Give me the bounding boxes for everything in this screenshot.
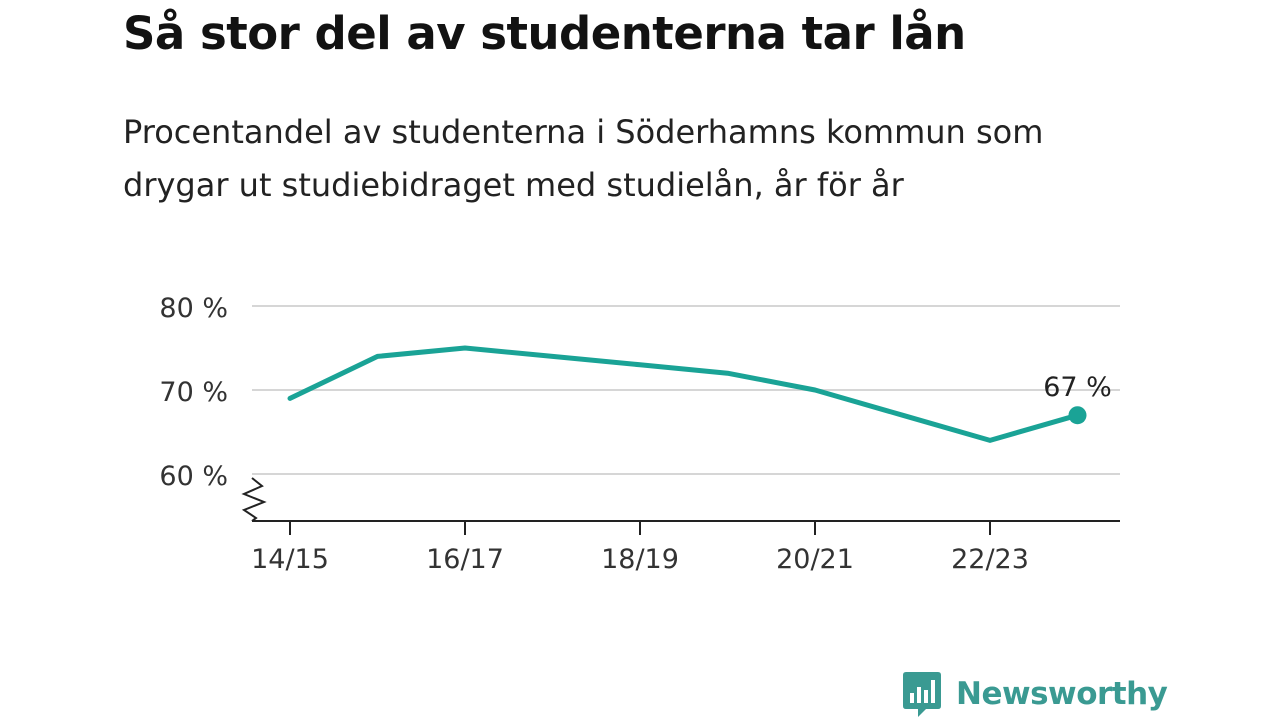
x-tick-label: 16/17 [426,544,504,575]
y-axis-tick-labels: 60 % 70 % 80 % [159,293,228,492]
x-axis [241,477,1120,522]
x-tick-label: 20/21 [776,544,854,575]
x-tick-label: 14/15 [251,544,329,575]
x-tick-label: 22/23 [951,544,1029,575]
axis-break-marker [241,477,267,522]
brand-name: Newsworthy [956,676,1168,712]
series-line [287,345,1080,443]
newsworthy-logo: Newsworthy [902,670,1168,718]
chart-subtitle-line-1: Procentandel av studenterna i Söderhamns… [123,113,1044,151]
y-tick-label: 60 % [159,461,228,492]
newsworthy-bar-chart-icon [903,672,941,717]
chart-title: Så stor del av studenterna tar lån [123,7,966,60]
last-point-marker [1068,406,1087,425]
y-tick-label: 70 % [159,377,228,408]
gridlines [252,305,1120,475]
y-tick-label: 80 % [159,293,228,324]
chart-subtitle: Procentandel av studenterna i Söderhamns… [123,106,1203,212]
chart-subtitle-line-2: drygar ut studiebidraget med studielån, … [123,166,904,204]
x-tick-label: 18/19 [601,544,679,575]
x-axis-tick-labels: 14/15 16/17 18/19 20/21 22/23 [251,521,1029,575]
data-series: 67 % [287,345,1112,443]
last-value-label: 67 % [1043,372,1112,403]
